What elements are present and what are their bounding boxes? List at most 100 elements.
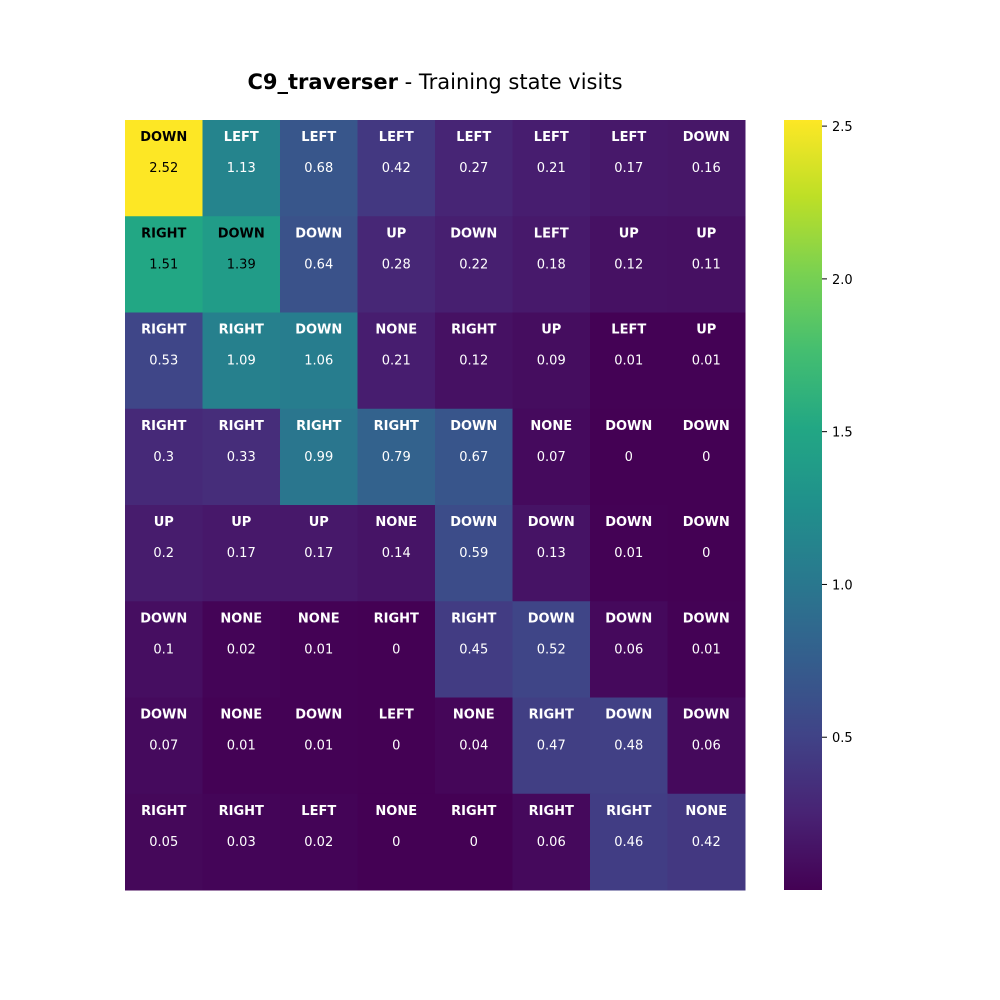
cell-action-label: LEFT	[301, 130, 336, 145]
heatmap-cell	[590, 601, 668, 698]
heatmap-cell	[512, 505, 591, 602]
heatmap-cell	[435, 601, 513, 698]
cell-value-label: 0.47	[537, 739, 566, 754]
heatmap-cell	[590, 697, 668, 795]
cell-action-label: RIGHT	[374, 611, 419, 626]
colorbar-tick-label: 1.5	[832, 426, 853, 441]
cell-action-label: RIGHT	[141, 323, 186, 338]
heatmap-cell	[357, 793, 436, 891]
cell-action-label: UP	[619, 226, 639, 241]
heatmap-cell	[357, 505, 436, 602]
cell-value-label: 1.39	[227, 257, 256, 272]
heatmap-cell	[280, 312, 358, 410]
cell-value-label: 0.01	[304, 642, 333, 657]
cell-action-label: LEFT	[456, 130, 491, 145]
colorbar-tick-label: 0.5	[832, 731, 853, 746]
heatmap-cell	[590, 793, 668, 891]
cell-action-label: NONE	[530, 419, 572, 434]
chart-title-bold: C9_traverser	[247, 70, 398, 94]
cell-action-label: NONE	[298, 611, 340, 626]
cell-value-label: 0.01	[614, 546, 643, 561]
cell-value-label: 0	[470, 835, 478, 850]
cell-action-label: DOWN	[528, 611, 575, 626]
cell-action-label: DOWN	[605, 515, 652, 530]
cell-action-label: DOWN	[683, 515, 730, 530]
cell-value-label: 0.02	[227, 642, 256, 657]
heatmap-cell	[435, 505, 513, 602]
cell-action-label: NONE	[375, 804, 417, 819]
heatmap-cell	[667, 312, 746, 410]
cell-action-label: RIGHT	[529, 708, 574, 723]
heatmap-cell	[202, 793, 281, 891]
cell-value-label: 0.52	[537, 642, 566, 657]
cell-action-label: UP	[231, 515, 251, 530]
heatmap-cell	[435, 793, 513, 891]
heatmap-cell	[357, 120, 436, 217]
cell-action-label: DOWN	[450, 515, 497, 530]
heatmap-cell	[357, 312, 436, 410]
heatmap-cell	[590, 408, 668, 506]
heatmap-cell	[125, 120, 203, 217]
heatmap-cell	[667, 793, 746, 891]
heatmap-cell	[357, 408, 436, 506]
cell-action-label: UP	[696, 323, 716, 338]
heatmap-cell	[125, 505, 203, 602]
cell-action-label: RIGHT	[529, 804, 574, 819]
cell-action-label: UP	[154, 515, 174, 530]
cell-value-label: 0.42	[382, 161, 411, 176]
heatmap-cell	[590, 120, 668, 217]
cell-action-label: RIGHT	[219, 804, 264, 819]
heatmap-cell	[512, 120, 591, 217]
heatmap-cell	[590, 505, 668, 602]
cell-action-label: LEFT	[611, 130, 646, 145]
colorbar-gradient	[784, 120, 822, 890]
cell-value-label: 1.51	[149, 257, 178, 272]
cell-value-label: 0.21	[382, 354, 411, 369]
cell-action-label: NONE	[685, 804, 727, 819]
cell-value-label: 0.05	[149, 835, 178, 850]
cell-action-label: UP	[541, 323, 561, 338]
cell-action-label: RIGHT	[219, 419, 264, 434]
cell-value-label: 0	[392, 835, 400, 850]
cell-action-label: DOWN	[450, 226, 497, 241]
cell-action-label: RIGHT	[219, 323, 264, 338]
heatmap-cell	[590, 216, 668, 313]
cell-action-label: RIGHT	[141, 804, 186, 819]
cell-value-label: 0	[702, 450, 710, 465]
colorbar-tick-label: 2.5	[832, 120, 853, 135]
heatmap-cell	[125, 408, 203, 506]
heatmap-cell	[435, 697, 513, 795]
cell-value-label: 0.11	[692, 257, 721, 272]
cell-action-label: LEFT	[379, 130, 414, 145]
cell-value-label: 0.17	[614, 161, 643, 176]
cell-action-label: DOWN	[450, 419, 497, 434]
cell-action-label: RIGHT	[296, 419, 341, 434]
cell-value-label: 0.07	[537, 450, 566, 465]
heatmap-cell	[125, 697, 203, 795]
cell-value-label: 0.21	[537, 161, 566, 176]
heatmap-cell	[202, 216, 281, 313]
cell-value-label: 0.79	[382, 450, 411, 465]
cell-value-label: 0.17	[304, 546, 333, 561]
cell-value-label: 0.01	[304, 739, 333, 754]
cell-value-label: 0.16	[692, 161, 721, 176]
cell-value-label: 0.09	[537, 354, 566, 369]
cell-value-label: 0.18	[537, 257, 566, 272]
cell-action-label: RIGHT	[451, 611, 496, 626]
heatmap-cell	[357, 697, 436, 795]
cell-action-label: DOWN	[295, 226, 342, 241]
cell-value-label: 0.01	[692, 354, 721, 369]
cell-value-label: 0.33	[227, 450, 256, 465]
cell-value-label: 0.12	[614, 257, 643, 272]
cell-value-label: 0.99	[304, 450, 333, 465]
heatmap-cell	[280, 505, 358, 602]
heatmap-cell	[125, 793, 203, 891]
cell-value-label: 0.46	[614, 835, 643, 850]
cell-action-label: NONE	[453, 708, 495, 723]
heatmap-cell	[512, 601, 591, 698]
colorbar-tick-label: 2.0	[832, 273, 853, 288]
heatmap-cell	[667, 697, 746, 795]
cell-value-label: 0.45	[459, 642, 488, 657]
cell-value-label: 2.52	[149, 161, 178, 176]
